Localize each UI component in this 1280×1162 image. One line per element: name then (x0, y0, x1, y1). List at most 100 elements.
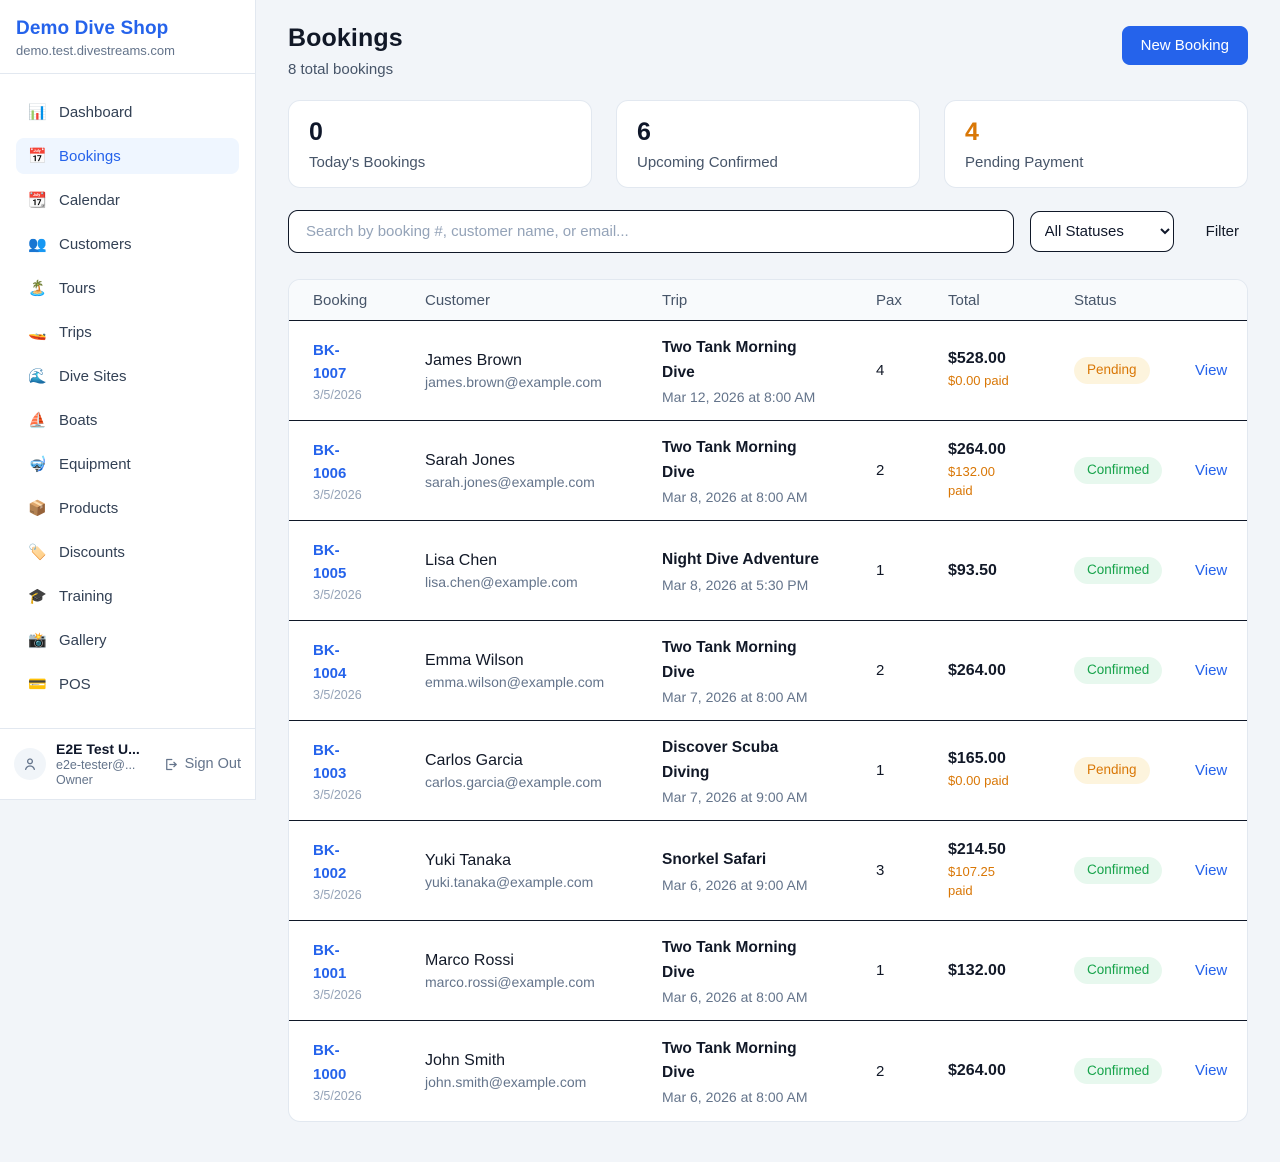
view-link[interactable]: View (1195, 1062, 1228, 1079)
customer-name: Lisa Chen (425, 551, 498, 569)
table-row: BK-1000 3/5/2026 John Smith john.smith@e… (289, 1021, 1247, 1121)
stat-card: 4 Pending Payment (944, 100, 1248, 188)
view-link[interactable]: View (1195, 761, 1228, 779)
booking-id-link[interactable]: BK-1007 (313, 341, 347, 382)
status-filter-select[interactable]: All Statuses (1029, 211, 1174, 252)
table-header: Booking Customer Trip Pax Total Status (289, 280, 1247, 321)
sidebar-header: Demo Dive Shop demo.test.divestreams.com (0, 0, 255, 74)
trip-name: Two Tank Morning Dive (662, 339, 797, 381)
booking-date: 3/5/2026 (313, 988, 362, 1003)
amount-paid: $107.25 paid (948, 863, 995, 899)
products-icon: 📦 (28, 499, 47, 517)
filter-button[interactable]: Filter (1197, 215, 1248, 248)
column-header-total: Total (948, 291, 980, 309)
sign-out-button[interactable]: Sign Out (163, 756, 241, 772)
amount-paid: $0.00 paid (948, 773, 1009, 789)
trip-name: Two Tank Morning Dive (662, 1039, 797, 1081)
total-amount: $165.00 (948, 750, 1006, 768)
sidebar-item-dive-sites[interactable]: 🌊 Dive Sites (16, 358, 239, 394)
customer-name: Emma Wilson (425, 651, 524, 669)
sidebar-item-discounts[interactable]: 🏷️ Discounts (16, 534, 239, 570)
view-link[interactable]: View (1195, 861, 1228, 879)
booking-date: 3/5/2026 (313, 588, 362, 603)
booking-id-link[interactable]: BK-1005 (313, 541, 347, 582)
trip-datetime: Mar 12, 2026 at 8:00 AM (662, 388, 816, 405)
booking-date: 3/5/2026 (313, 1088, 362, 1103)
sidebar-item-label: Equipment (59, 455, 131, 473)
booking-date: 3/5/2026 (313, 688, 362, 703)
stat-card: 6 Upcoming Confirmed (616, 100, 920, 188)
sidebar-item-pos[interactable]: 💳 POS (16, 666, 239, 702)
sidebar-item-bookings[interactable]: 📅 Bookings (16, 138, 239, 174)
sidebar-item-tours[interactable]: 🏝️ Tours (16, 270, 239, 306)
customer-name: James Brown (425, 351, 522, 369)
sidebar-item-label: Discounts (59, 543, 125, 561)
booking-date: 3/5/2026 (313, 488, 362, 503)
table-row: BK-1005 3/5/2026 Lisa Chen lisa.chen@exa… (289, 521, 1247, 621)
sidebar-item-training[interactable]: 🎓 Training (16, 578, 239, 614)
calendar-icon: 📆 (28, 191, 47, 209)
table-body: BK-1007 3/5/2026 James Brown james.brown… (289, 321, 1247, 1121)
stat-label: Pending Payment (965, 153, 1084, 171)
view-link[interactable]: View (1195, 961, 1228, 979)
booking-id-link[interactable]: BK-1003 (313, 741, 347, 782)
sidebar-item-trips[interactable]: 🚤 Trips (16, 314, 239, 350)
table-row: BK-1003 3/5/2026 Carlos Garcia carlos.ga… (289, 721, 1247, 821)
sidebar-item-label: Bookings (59, 147, 121, 165)
total-amount: $93.50 (948, 561, 997, 579)
page-title: Bookings (288, 24, 403, 52)
trips-icon: 🚤 (28, 323, 47, 341)
booking-id-link[interactable]: BK-1001 (313, 941, 347, 982)
equipment-icon: 🤿 (28, 455, 47, 473)
sidebar-item-equipment[interactable]: 🤿 Equipment (16, 446, 239, 482)
customer-email: john.smith@example.com (425, 1074, 587, 1090)
view-link[interactable]: View (1195, 461, 1228, 479)
new-booking-button[interactable]: New Booking (1121, 26, 1248, 65)
sidebar-item-gallery[interactable]: 📸 Gallery (16, 622, 239, 658)
view-link[interactable]: View (1195, 361, 1228, 379)
customer-email: emma.wilson@example.com (425, 673, 605, 690)
stat-label: Upcoming Confirmed (637, 153, 778, 171)
status-badge: Confirmed (1074, 1057, 1163, 1085)
sidebar-item-boats[interactable]: ⛵ Boats (16, 402, 239, 438)
booking-id-link[interactable]: BK-1006 (313, 441, 347, 482)
sign-out-label: Sign Out (184, 756, 241, 772)
column-header-pax: Pax (876, 291, 902, 309)
pax-count: 2 (876, 1062, 885, 1080)
booking-id-link[interactable]: BK-1002 (313, 841, 347, 882)
search-input[interactable] (288, 210, 1014, 253)
pos-icon: 💳 (28, 675, 47, 693)
customer-name: Carlos Garcia (425, 751, 523, 769)
total-amount: $528.00 (948, 350, 1006, 368)
customer-name: Yuki Tanaka (425, 851, 511, 869)
sidebar-item-label: Tours (59, 279, 96, 297)
stat-card: 0 Today's Bookings (288, 100, 592, 188)
discounts-icon: 🏷️ (28, 543, 47, 561)
status-badge: Confirmed (1074, 657, 1163, 684)
sidebar-item-label: Boats (59, 411, 98, 429)
sidebar-item-label: Calendar (59, 191, 120, 209)
sidebar-item-products[interactable]: 📦 Products (16, 490, 239, 526)
boats-icon: ⛵ (28, 411, 47, 429)
sidebar-item-dashboard[interactable]: 📊 Dashboard (16, 94, 239, 130)
stat-value: 4 (965, 118, 979, 146)
sidebar-item-customers[interactable]: 👥 Customers (16, 226, 239, 262)
sidebar-item-label: POS (59, 675, 91, 693)
dashboard-icon: 📊 (28, 103, 47, 121)
avatar (14, 748, 46, 780)
booking-id-link[interactable]: BK-1000 (313, 1042, 347, 1083)
customer-email: sarah.jones@example.com (425, 473, 595, 490)
column-header-booking: Booking (313, 291, 368, 309)
trip-name: Two Tank Morning Dive (662, 639, 797, 681)
trip-datetime: Mar 7, 2026 at 9:00 AM (662, 788, 808, 805)
booking-id-link[interactable]: BK-1004 (313, 641, 347, 682)
user-name: E2E Test U... (56, 741, 140, 757)
view-link[interactable]: View (1195, 661, 1228, 679)
main-content: Bookings 8 total bookings New Booking 0 … (256, 0, 1280, 1122)
total-amount: $264.00 (948, 440, 1006, 458)
view-link[interactable]: View (1195, 561, 1228, 579)
shop-domain: demo.test.divestreams.com (16, 43, 175, 58)
trip-name: Two Tank Morning Dive (662, 439, 797, 481)
sidebar-item-calendar[interactable]: 📆 Calendar (16, 182, 239, 218)
trip-datetime: Mar 6, 2026 at 8:00 AM (662, 988, 808, 1005)
